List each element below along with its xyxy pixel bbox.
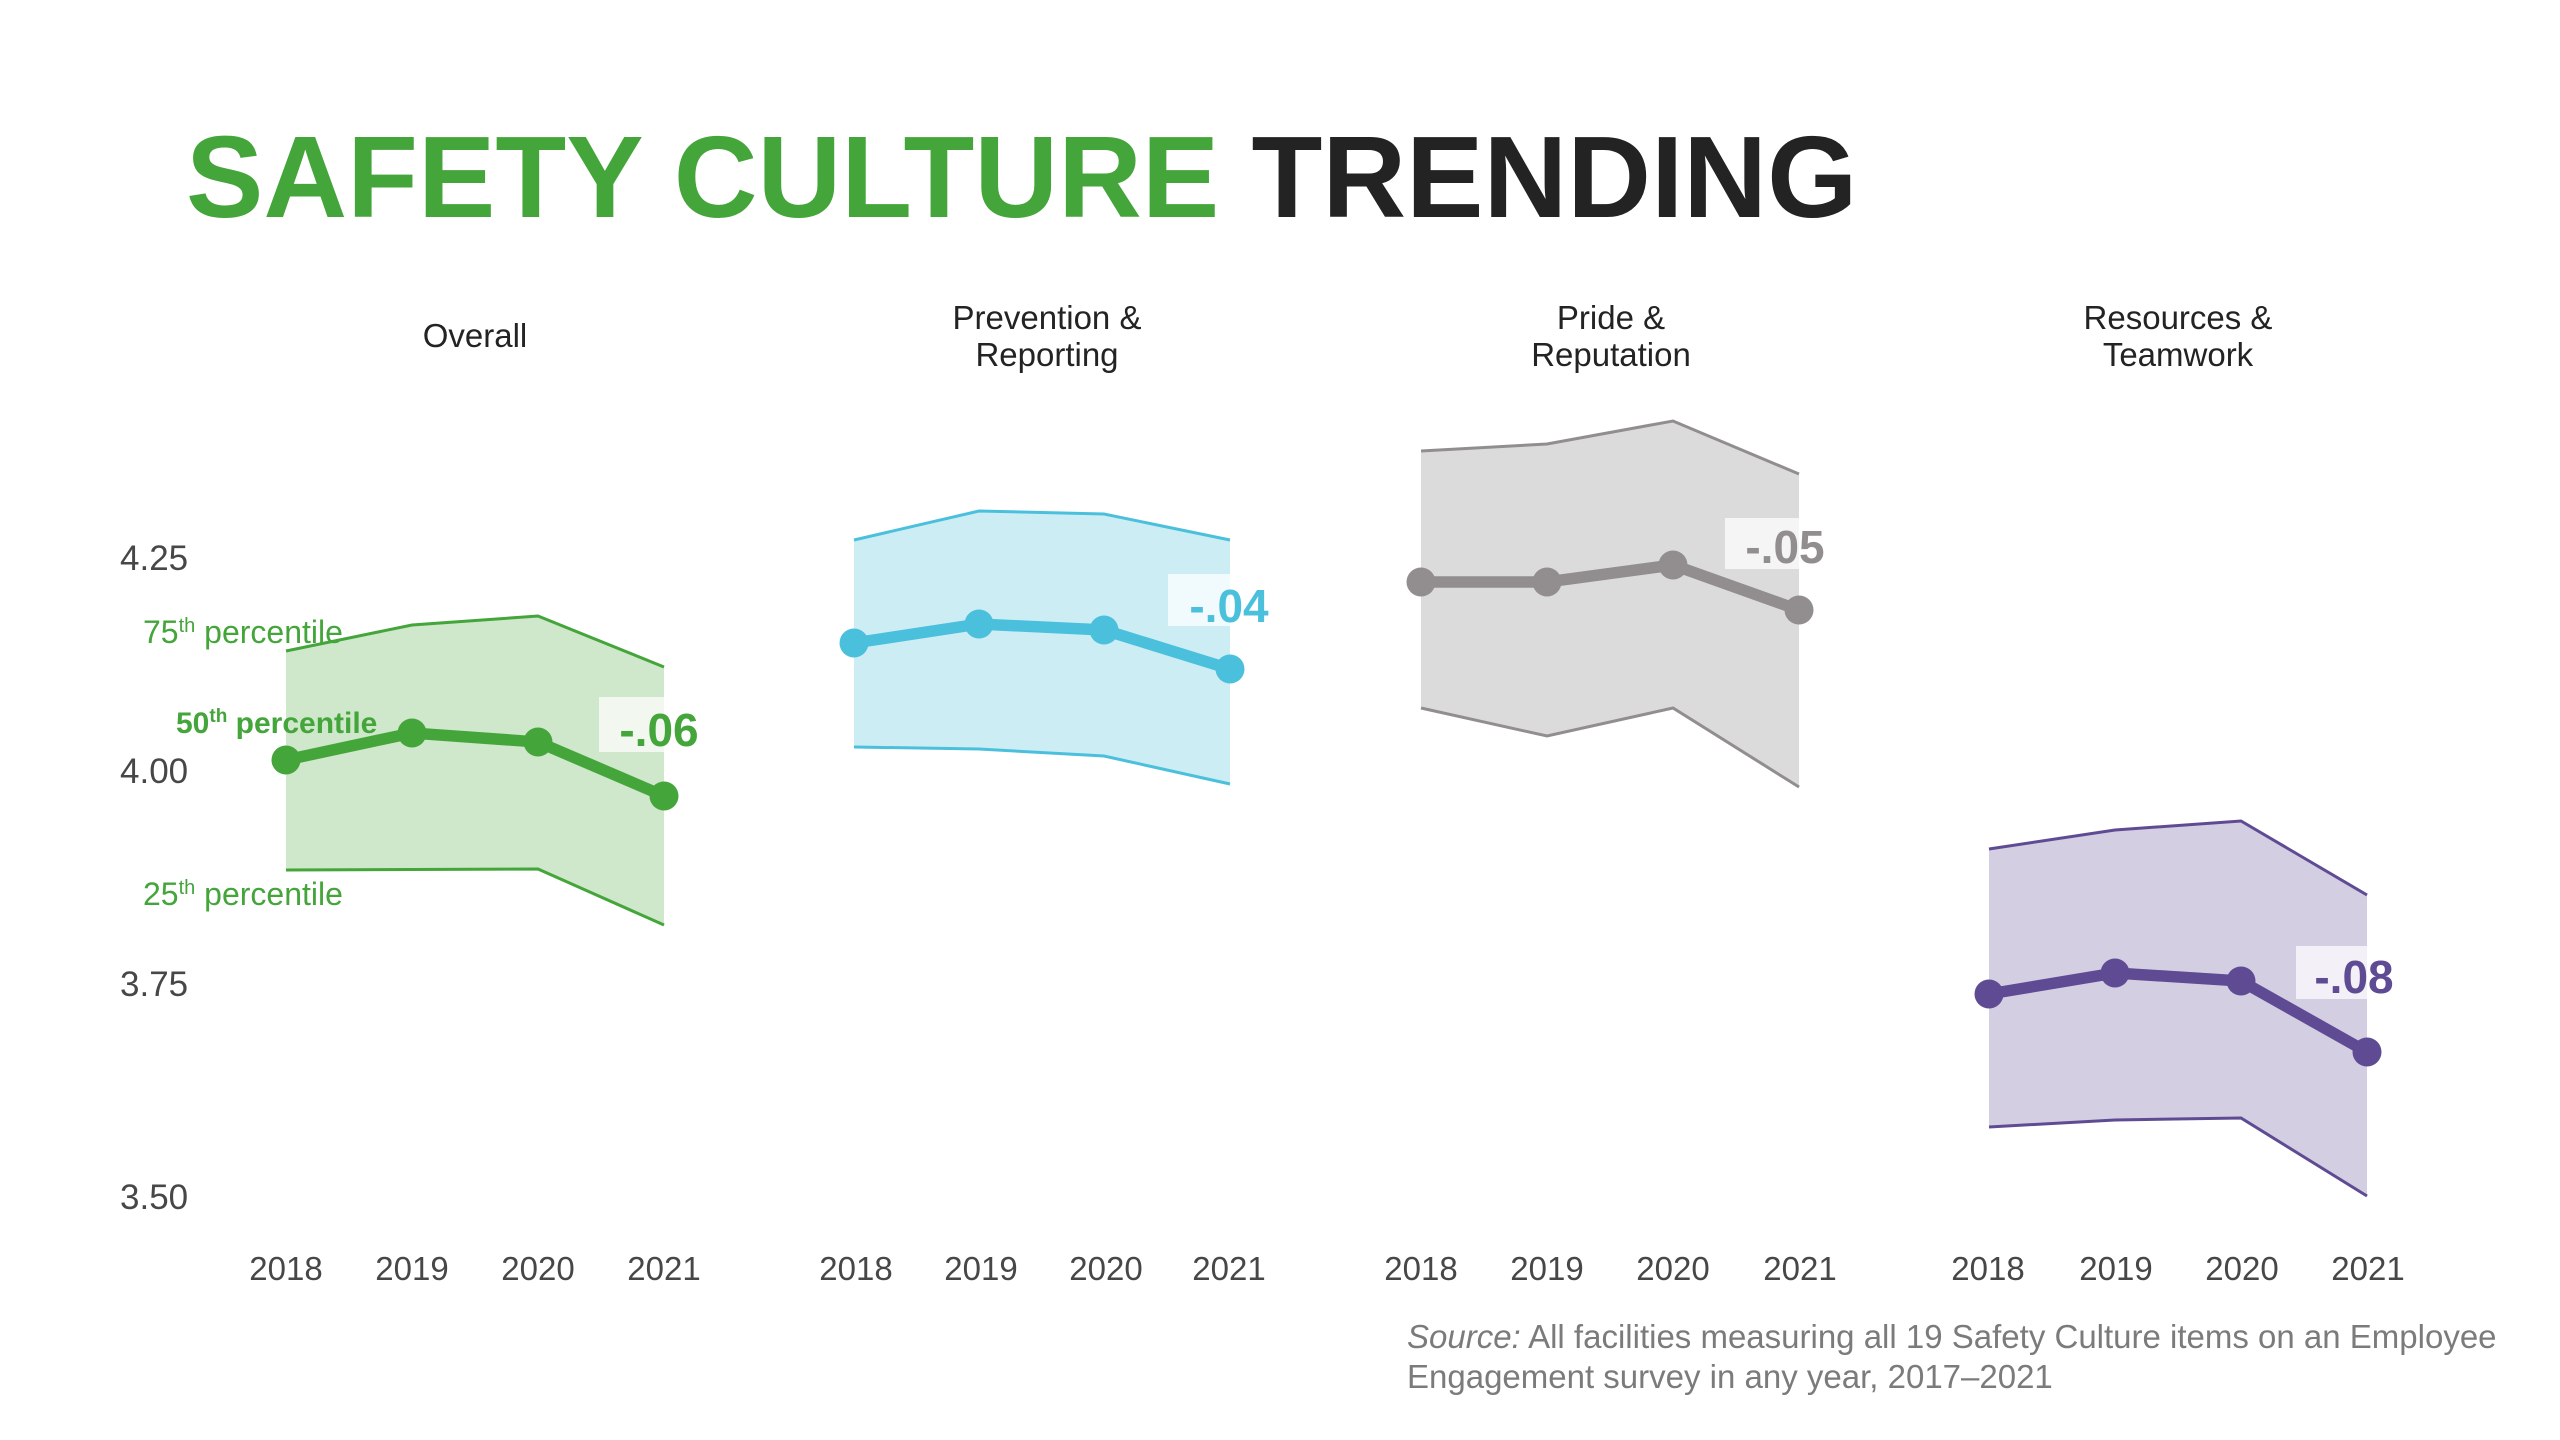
svg-text:-.05: -.05 (1745, 521, 1824, 573)
svg-text:3.75: 3.75 (120, 965, 188, 1004)
svg-text:2021: 2021 (1763, 1250, 1836, 1287)
svg-text:25th percentile: 25th percentile (143, 876, 343, 912)
svg-text:2018: 2018 (1384, 1250, 1457, 1287)
svg-text:Source: All facilities measuri: Source: All facilities measuring all 19 … (1407, 1318, 2497, 1355)
svg-text:4.25: 4.25 (120, 539, 188, 578)
svg-text:Resources &: Resources & (2084, 299, 2273, 336)
svg-text:Prevention &: Prevention & (953, 299, 1142, 336)
svg-text:2019: 2019 (1510, 1250, 1583, 1287)
svg-text:Pride &: Pride & (1557, 299, 1665, 336)
svg-text:2018: 2018 (819, 1250, 892, 1287)
svg-text:Engagement survey in any year,: Engagement survey in any year, 2017–2021 (1407, 1358, 2053, 1395)
svg-text:2019: 2019 (2079, 1250, 2152, 1287)
svg-text:2018: 2018 (1951, 1250, 2024, 1287)
svg-text:3.50: 3.50 (120, 1178, 188, 1217)
svg-text:2019: 2019 (944, 1250, 1017, 1287)
svg-text:Teamwork: Teamwork (2103, 336, 2254, 373)
svg-text:2020: 2020 (1636, 1250, 1709, 1287)
svg-text:2020: 2020 (2205, 1250, 2278, 1287)
svg-text:2020: 2020 (1069, 1250, 1142, 1287)
svg-text:2018: 2018 (249, 1250, 322, 1287)
svg-text:2021: 2021 (2331, 1250, 2404, 1287)
svg-text:2020: 2020 (501, 1250, 574, 1287)
svg-text:4.00: 4.00 (120, 752, 188, 791)
svg-text:Reputation: Reputation (1531, 336, 1691, 373)
svg-text:2021: 2021 (1192, 1250, 1265, 1287)
svg-text:Overall: Overall (423, 317, 528, 354)
svg-text:75th percentile: 75th percentile (143, 614, 343, 650)
svg-text:50th percentile: 50th percentile (176, 706, 377, 740)
svg-text:-.06: -.06 (619, 704, 698, 756)
svg-text:Reporting: Reporting (975, 336, 1118, 373)
svg-text:-.08: -.08 (2314, 951, 2393, 1003)
svg-text:2021: 2021 (627, 1250, 700, 1287)
svg-text:SAFETY CULTURE TRENDING: SAFETY CULTURE TRENDING (186, 112, 1857, 242)
svg-text:2019: 2019 (375, 1250, 448, 1287)
svg-text:-.04: -.04 (1189, 580, 1269, 632)
